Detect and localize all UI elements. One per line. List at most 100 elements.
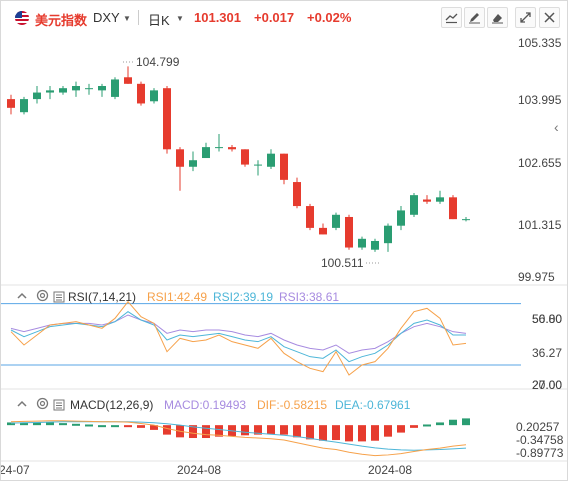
macd-axis: 0.20257 -0.34758 -0.89773 — [516, 420, 564, 460]
period-dropdown-icon[interactable]: ▼ — [176, 14, 184, 23]
macd-histogram-bar — [189, 425, 197, 439]
eraser-icon — [492, 14, 503, 24]
candle-body — [150, 90, 158, 102]
price-tick: 101.315 — [518, 218, 562, 232]
macd-histogram-bar — [254, 425, 262, 435]
macd-histogram-bar — [124, 425, 132, 428]
candle-body — [280, 153, 288, 180]
macd-histogram-bar — [85, 424, 93, 427]
macd-histogram-bar — [436, 422, 444, 426]
macd-histogram-bar — [319, 425, 327, 441]
price-axis: 105.335 103.995 102.655 101.315 99.975 — [518, 36, 562, 284]
macd-pane — [7, 418, 470, 457]
rsi3-line — [10, 314, 467, 354]
indicator-list-icon[interactable] — [53, 399, 65, 414]
time-axis: 24-07 2024-08 2024-08 — [1, 463, 412, 477]
settings-icon[interactable] — [36, 397, 49, 413]
close-button[interactable] — [539, 7, 560, 28]
symbol-dropdown-icon[interactable]: ▼ — [123, 14, 131, 23]
rsi-tick: 20.00 — [532, 378, 562, 392]
candle-body — [462, 219, 470, 221]
candle-body — [254, 164, 262, 166]
macd-value: MACD:0.19493 — [164, 398, 247, 412]
collapse-icon[interactable] — [16, 290, 28, 305]
candle-body — [7, 99, 15, 108]
candle-body — [124, 77, 132, 84]
candlestick-series — [7, 66, 470, 252]
collapse-icon[interactable] — [16, 398, 28, 413]
candle-body — [98, 86, 106, 91]
macd-histogram-bar — [423, 424, 431, 427]
divider — [138, 10, 139, 25]
candle-body — [319, 227, 327, 235]
candle-body — [384, 225, 392, 244]
candle-body — [293, 182, 301, 207]
macd-histogram-bar — [332, 425, 340, 441]
price-change: +0.017 — [254, 10, 295, 25]
candle-body — [371, 240, 379, 250]
high-label: 104.799 — [136, 55, 180, 69]
candle-body — [59, 88, 67, 93]
indicator-list-icon[interactable] — [53, 291, 65, 306]
last-price: 101.301 — [194, 10, 241, 25]
rsi3-value: RSI3:38.61 — [279, 290, 340, 304]
macd-histogram-bar — [371, 425, 379, 441]
macd-histogram-bar — [46, 422, 54, 426]
dif-value: DIF:-0.58215 — [257, 398, 328, 412]
rsi-tick: 36.27 — [532, 346, 562, 360]
candle-body — [33, 92, 41, 100]
macd-histogram-bar — [150, 425, 158, 430]
candle-body — [137, 83, 145, 104]
rsi1-line — [10, 300, 467, 376]
line-draw-button[interactable] — [441, 7, 462, 28]
price-tick: 99.975 — [518, 270, 555, 284]
symbol-name[interactable]: 美元指数 — [35, 13, 88, 28]
candle-body — [72, 86, 80, 91]
period-selector[interactable]: 日K — [148, 13, 170, 28]
candle-body — [306, 206, 314, 228]
price-tick: 102.655 — [518, 156, 562, 170]
rsi-title[interactable]: RSI(7,14,21) — [68, 290, 137, 304]
close-icon — [544, 12, 555, 23]
chevron-left-icon[interactable]: ‹ — [554, 119, 559, 135]
chart-canvas[interactable]: 105.335 103.995 102.655 101.315 99.975 1… — [1, 33, 567, 480]
candle-body — [449, 197, 457, 220]
line-draw-icon — [445, 13, 458, 24]
fullscreen-button[interactable] — [515, 7, 536, 28]
candle-body — [20, 99, 28, 113]
macd-title[interactable]: MACD(12,26,9) — [70, 398, 154, 412]
macd-histogram-bar — [293, 425, 301, 438]
macd-histogram-bar — [20, 422, 28, 426]
macd-histogram-bar — [7, 422, 15, 426]
low-label: 100.511 — [321, 256, 364, 270]
time-tick: 2024-08 — [177, 463, 221, 477]
pencil-button[interactable] — [464, 7, 485, 28]
candle-body — [358, 238, 366, 248]
macd-histogram-bar — [345, 425, 353, 442]
settings-icon[interactable] — [36, 289, 49, 305]
rsi2-line — [10, 311, 466, 363]
dif-line — [10, 420, 467, 457]
macd-histogram-bar — [397, 425, 405, 433]
macd-histogram-bar — [111, 425, 119, 428]
time-tick: 24-07 — [1, 463, 30, 477]
candle-body — [189, 160, 197, 167]
macd-histogram-bar — [306, 425, 314, 440]
macd-tick: -0.34758 — [516, 433, 564, 447]
macd-histogram-bar — [410, 425, 418, 428]
macd-histogram-bar — [241, 425, 249, 436]
macd-histogram-bar — [98, 425, 106, 428]
rsi-axis: 50.00 56.80 36.27 27.00 20.00 — [532, 312, 562, 392]
symbol-code[interactable]: DXY — [93, 10, 120, 25]
macd-histogram-bar — [280, 425, 288, 435]
rsi1-value: RSI1:42.49 — [147, 290, 208, 304]
time-tick: 2024-08 — [368, 463, 412, 477]
macd-histogram-bar — [163, 425, 171, 435]
us-flag-icon — [15, 11, 29, 25]
candle-body — [85, 88, 93, 90]
rsi2-value: RSI2:39.19 — [213, 290, 274, 304]
macd-histogram-bar — [72, 423, 80, 426]
eraser-button[interactable] — [487, 7, 508, 28]
price-change-percent: +0.02% — [307, 10, 352, 25]
